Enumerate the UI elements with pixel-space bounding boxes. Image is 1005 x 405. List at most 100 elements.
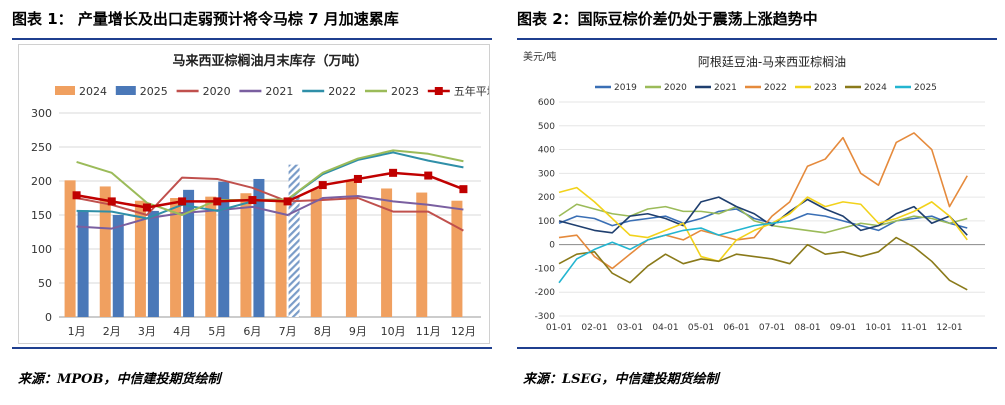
- y-tick-label: 300: [538, 169, 555, 179]
- legend-label-2020: 2020: [203, 85, 231, 98]
- chart-title: 马来西亚棕榈油月末库存（万吨）: [172, 53, 367, 69]
- y-tick-label: -200: [535, 288, 556, 298]
- legend-swatch-2024: [55, 86, 75, 95]
- avg-marker: [459, 185, 468, 194]
- legend-marker-五年平均: [434, 87, 443, 95]
- x-tick-label: 02-01: [581, 323, 607, 333]
- y-tick-label: -300: [535, 312, 556, 322]
- bar-2024: [134, 200, 146, 317]
- inventory-chart: 马来西亚棕榈油月末库存（万吨） 2024 2025 2020 2021 2022 2023 五…: [31, 53, 489, 338]
- x-tick-label: 03-01: [617, 323, 643, 333]
- legend-label-2024: 2024: [864, 83, 887, 93]
- legend-label-2020: 2020: [664, 83, 687, 93]
- y-tick-label: 0: [45, 311, 52, 324]
- x-tick-label: 7月: [279, 325, 297, 338]
- bar-2024: [170, 198, 182, 317]
- right-figure: 图表 2：国际豆棕价差仍处于震荡上涨趋势中 美元/吨 阿根廷豆油-马来西亚棕榈油 2…: [505, 0, 1005, 405]
- y-axis-unit: 美元/吨: [523, 50, 556, 63]
- y-tick-label: 300: [31, 107, 52, 120]
- y-tick-label: 400: [538, 146, 555, 156]
- bar-2025: [218, 181, 230, 317]
- line-2024: [558, 236, 968, 291]
- line-2021: [76, 194, 464, 230]
- y-tick-label: 50: [38, 277, 52, 290]
- source-divider: [517, 347, 997, 349]
- x-tick-label: 11-01: [901, 323, 927, 333]
- x-tick-label: 11月: [416, 325, 441, 338]
- avg-marker: [248, 196, 257, 205]
- x-tick-label: 9月: [349, 325, 367, 338]
- legend-label-2019: 2019: [614, 83, 637, 93]
- legend-label-2025: 2025: [140, 85, 168, 98]
- x-tick-label: 12-01: [936, 323, 962, 333]
- x-tick-label: 3月: [138, 325, 156, 338]
- y-tick-label: 250: [31, 141, 52, 154]
- y-tick-label: 200: [538, 193, 555, 203]
- avg-marker: [318, 181, 327, 190]
- y-tick-label: 600: [538, 98, 555, 108]
- y-tick-label: 500: [538, 122, 555, 132]
- bar-2024: [64, 180, 76, 317]
- line-2025: [558, 220, 790, 284]
- source-note: 来源：LSEG，中信建投期货绘制: [523, 372, 719, 387]
- x-tick-label: 05-01: [688, 323, 714, 333]
- legend-swatch-2025: [115, 86, 136, 95]
- legend-label-2025: 2025: [914, 83, 937, 93]
- line-2023: [558, 186, 968, 263]
- bar-2025: [253, 178, 265, 317]
- y-tick-label: 0: [549, 241, 555, 251]
- line-2022: [76, 151, 464, 220]
- x-tick-label: 8月: [314, 325, 332, 338]
- bar-2024: [345, 181, 357, 317]
- x-tick-label: 12月: [451, 325, 476, 338]
- x-tick-label: 5月: [208, 325, 226, 338]
- avg-marker: [389, 168, 398, 177]
- bar-2024: [275, 199, 287, 317]
- legend-label-2022: 2022: [764, 83, 787, 93]
- line-五年平均: [76, 171, 464, 209]
- title-divider: [12, 38, 492, 40]
- x-tick-label: 2月: [103, 325, 121, 338]
- x-tick-label: 10月: [381, 325, 406, 338]
- avg-marker: [142, 203, 151, 212]
- chart-title: 阿根廷豆油-马来西亚棕榈油: [698, 54, 846, 69]
- y-tick-label: 200: [31, 175, 52, 188]
- legend-label-2021: 2021: [714, 83, 737, 93]
- legend-label-2023: 2023: [391, 85, 419, 98]
- y-tick-label: -100: [535, 264, 556, 274]
- forecast-bar: [288, 164, 300, 317]
- bar-2024: [381, 188, 393, 317]
- y-tick-label: 100: [538, 217, 555, 227]
- x-tick-label: 10-01: [865, 323, 891, 333]
- x-tick-label: 07-01: [759, 323, 785, 333]
- source-note: 来源：MPOB，中信建投期货绘制: [18, 372, 221, 387]
- bar-2025: [112, 215, 124, 317]
- x-tick-label: 4月: [173, 325, 191, 338]
- legend-label-2023: 2023: [814, 83, 837, 93]
- avg-marker: [107, 197, 116, 206]
- chart-frame: 美元/吨 阿根廷豆油-马来西亚棕榈油 2019 2020 2021 2022 2023 202…: [523, 44, 993, 342]
- x-tick-label: 6月: [243, 325, 261, 338]
- bar-2025: [147, 210, 159, 317]
- y-tick-label: 100: [31, 243, 52, 256]
- line-2022: [558, 132, 968, 270]
- chart-frame: 马来西亚棕榈油月末库存（万吨） 2024 2025 2020 2021 2022 2023 五…: [18, 44, 490, 344]
- avg-marker: [424, 171, 433, 180]
- legend-label-2024: 2024: [79, 85, 107, 98]
- title-divider: [517, 38, 997, 40]
- figure-title: 图表 1： 产量增长及出口走弱预计将令马棕 7 月加速累库: [12, 10, 399, 28]
- bar-2024: [99, 186, 111, 317]
- bar-2024: [310, 189, 322, 317]
- legend-label-2021: 2021: [265, 85, 293, 98]
- bar-2024: [416, 192, 428, 317]
- avg-marker: [353, 174, 362, 183]
- x-tick-label: 09-01: [830, 323, 856, 333]
- bar-2024: [240, 193, 252, 317]
- x-tick-label: 06-01: [723, 323, 749, 333]
- bar-2025: [183, 189, 195, 317]
- legend-label-2022: 2022: [328, 85, 356, 98]
- bar-2024: [451, 200, 463, 317]
- bar-2024: [205, 196, 217, 317]
- source-divider: [12, 347, 492, 349]
- line-2020: [558, 203, 968, 234]
